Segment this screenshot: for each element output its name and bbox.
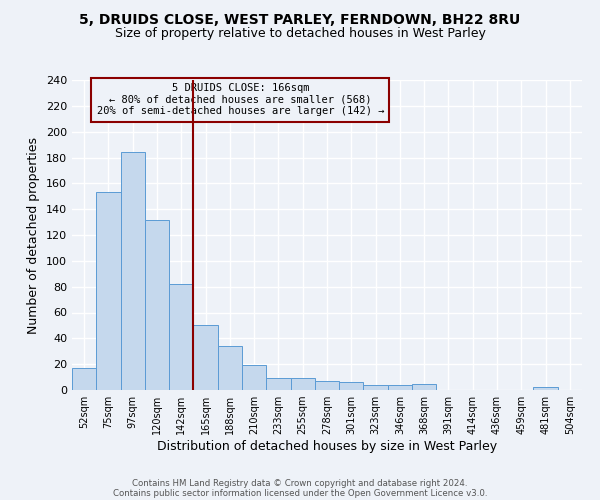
Text: Size of property relative to detached houses in West Parley: Size of property relative to detached ho… <box>115 28 485 40</box>
Bar <box>290 378 315 390</box>
Bar <box>96 192 121 390</box>
Bar <box>218 346 242 390</box>
Bar <box>315 381 339 390</box>
Bar <box>388 385 412 390</box>
Text: Contains public sector information licensed under the Open Government Licence v3: Contains public sector information licen… <box>113 488 487 498</box>
Bar <box>193 326 218 390</box>
Bar <box>169 284 193 390</box>
Text: Contains HM Land Registry data © Crown copyright and database right 2024.: Contains HM Land Registry data © Crown c… <box>132 478 468 488</box>
Text: 5, DRUIDS CLOSE, WEST PARLEY, FERNDOWN, BH22 8RU: 5, DRUIDS CLOSE, WEST PARLEY, FERNDOWN, … <box>79 12 521 26</box>
Bar <box>145 220 169 390</box>
Bar <box>412 384 436 390</box>
Bar <box>266 378 290 390</box>
Text: 5 DRUIDS CLOSE: 166sqm
← 80% of detached houses are smaller (568)
20% of semi-de: 5 DRUIDS CLOSE: 166sqm ← 80% of detached… <box>97 83 384 116</box>
Bar <box>242 366 266 390</box>
Bar <box>72 368 96 390</box>
Bar <box>364 385 388 390</box>
Bar <box>121 152 145 390</box>
Bar <box>533 388 558 390</box>
Y-axis label: Number of detached properties: Number of detached properties <box>28 136 40 334</box>
X-axis label: Distribution of detached houses by size in West Parley: Distribution of detached houses by size … <box>157 440 497 453</box>
Bar <box>339 382 364 390</box>
